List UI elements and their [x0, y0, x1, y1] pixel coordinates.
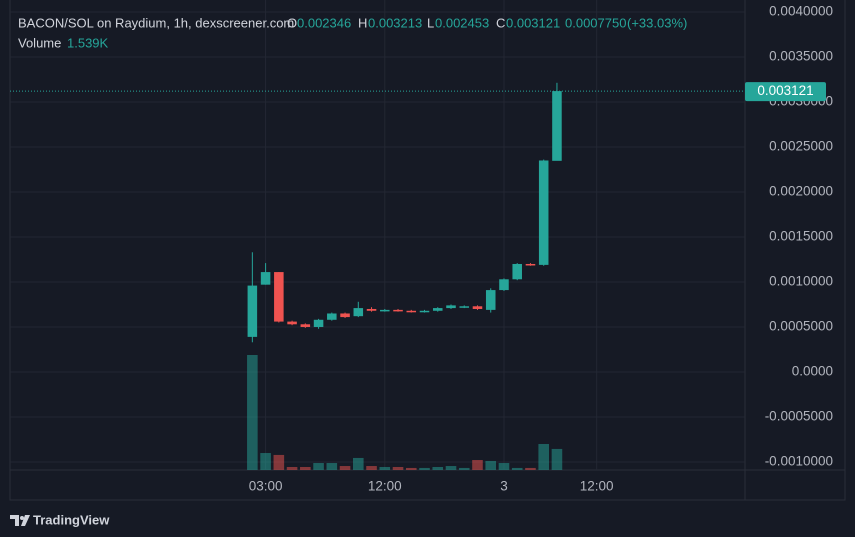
open-value: 0.002346 — [297, 15, 351, 30]
close-value: 0.003121 — [506, 15, 560, 30]
y-tick-label: -0.0005000 — [765, 409, 833, 424]
low-value: 0.002453 — [435, 15, 489, 30]
change-percent: (+33.03%) — [627, 15, 687, 30]
candle-body — [327, 313, 337, 320]
volume-bar — [273, 454, 285, 470]
volume-label: Volume — [18, 35, 61, 50]
volume-bar — [339, 466, 351, 470]
candle-body — [353, 308, 364, 317]
volume-bar — [498, 463, 510, 470]
candle-body — [406, 310, 417, 313]
marks — [247, 82, 563, 470]
candle-body — [485, 290, 496, 310]
low-label: L — [427, 15, 434, 30]
candle-body — [538, 160, 549, 265]
volume-bar — [313, 463, 324, 470]
y-tick-label: -0.0010000 — [765, 454, 833, 469]
y-tick-label: 0.0040000 — [769, 4, 833, 19]
y-tick-label: 0.0015000 — [769, 229, 833, 244]
candle-body — [287, 321, 297, 325]
candle-body — [432, 308, 443, 311]
volume-bar — [472, 460, 483, 470]
volume-bar — [379, 466, 391, 470]
volume-bar — [392, 466, 404, 470]
x-tick-label: 12:00 — [580, 479, 614, 494]
candle-body — [525, 263, 536, 266]
y-tick-label: 0.0035000 — [769, 49, 833, 64]
volume-bar — [353, 457, 364, 470]
pair-title: BACON/SOL on Raydium, 1h, dexscreener.co… — [18, 15, 294, 30]
grid: 0.00400000.00350000.00300000.00250000.00… — [10, 0, 833, 494]
candle-body — [419, 310, 430, 313]
candle-body — [512, 263, 522, 280]
volume-bar — [458, 467, 470, 470]
candle-body — [393, 309, 403, 312]
candle-body — [274, 272, 284, 322]
candle-body — [247, 285, 258, 337]
open-label: O — [287, 15, 297, 30]
candle-body — [552, 91, 562, 161]
candle-body — [260, 272, 271, 285]
volume-bar — [366, 466, 377, 470]
y-tick-label: 0.0005000 — [769, 319, 833, 334]
volume-bar — [538, 443, 549, 470]
candle-body — [499, 279, 509, 291]
candle-body — [300, 324, 311, 327]
volume-bar — [419, 467, 430, 470]
y-tick-label: 0.0000 — [792, 364, 833, 379]
y-tick-label: 0.0020000 — [769, 184, 833, 199]
volume-bar — [247, 355, 258, 470]
brand-name: TradingView — [33, 512, 110, 527]
pane-frame — [9, 0, 846, 501]
candle-body — [380, 309, 390, 312]
volume-bar — [525, 467, 536, 470]
x-tick-label: 12:00 — [368, 479, 402, 494]
brand-logo — [10, 515, 30, 526]
candle-body — [313, 319, 324, 327]
candle-body — [366, 308, 377, 311]
candle-body — [459, 306, 470, 308]
volume-bar — [326, 463, 338, 470]
volume-bar — [405, 467, 417, 470]
volume-bar — [432, 466, 444, 470]
last-price-box — [745, 82, 826, 102]
volume-bar — [551, 448, 563, 470]
volume-bar — [445, 466, 457, 470]
y-tick-label: 0.0010000 — [769, 274, 833, 289]
change-value: 0.0007750 — [565, 15, 626, 30]
volume-bar — [300, 466, 311, 470]
overlay: 0.003121 — [10, 82, 826, 102]
candle-body — [340, 313, 350, 318]
x-tick-label: 3 — [500, 479, 508, 494]
last-price-label: 0.003121 — [757, 83, 813, 98]
y-tick-label: 0.0025000 — [769, 139, 833, 154]
high-label: H — [358, 15, 367, 30]
volume-value: 1.539K — [67, 35, 109, 50]
close-label: C — [496, 15, 505, 30]
volume-bar — [511, 467, 523, 470]
high-value: 0.003213 — [368, 15, 422, 30]
volume-bar — [286, 466, 298, 470]
candle-body — [446, 305, 456, 309]
candle-body — [472, 306, 483, 309]
x-tick-label: 03:00 — [249, 479, 283, 494]
volume-bar — [485, 460, 497, 470]
volume-bar — [260, 453, 271, 470]
